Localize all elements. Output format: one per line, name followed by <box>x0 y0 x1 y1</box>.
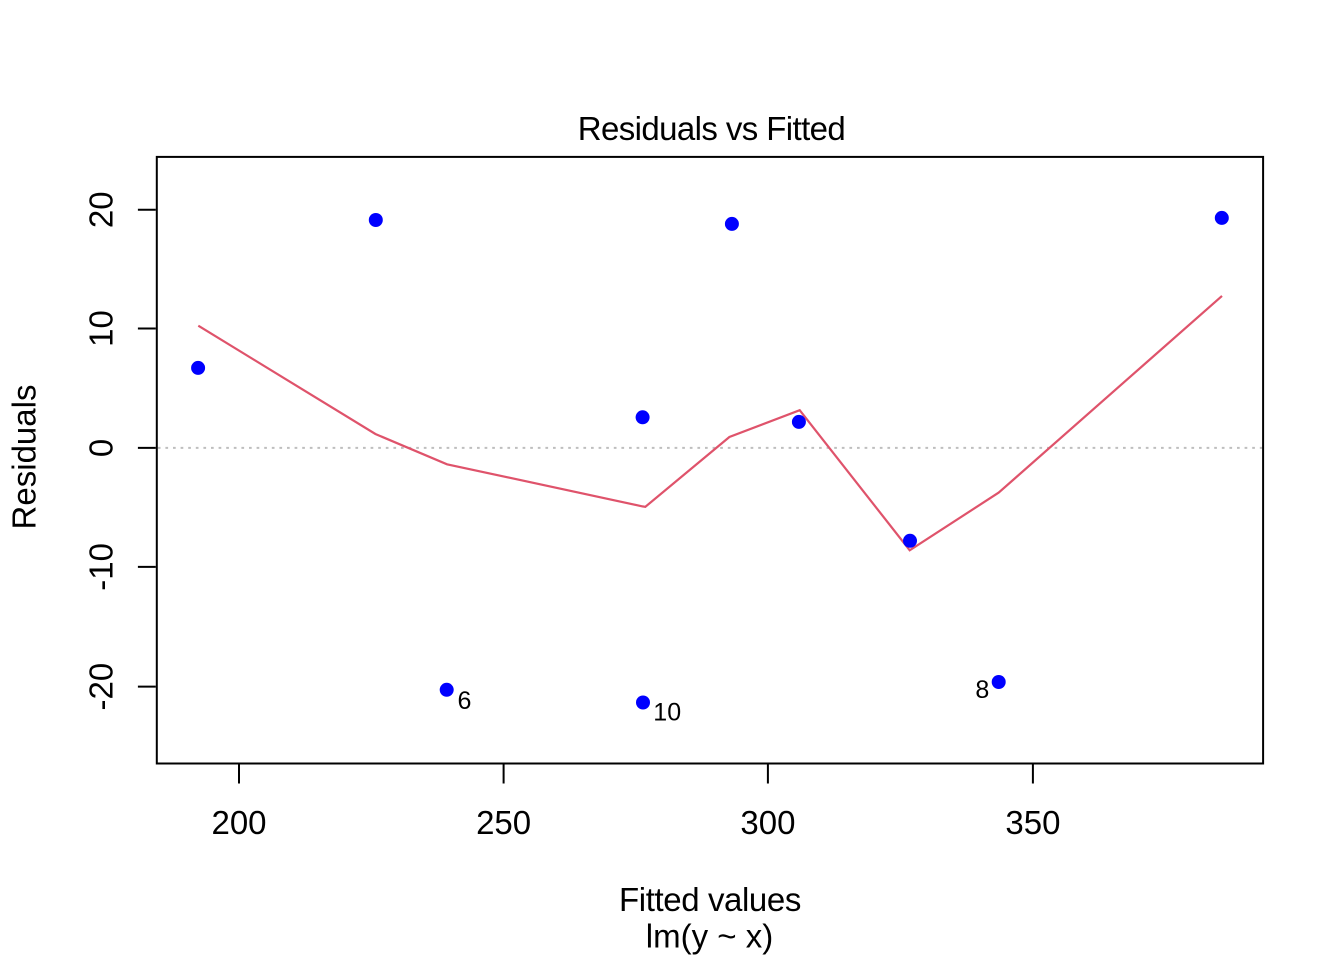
svg-text:6: 6 <box>458 687 472 715</box>
svg-text:Residuals vs Fitted: Residuals vs Fitted <box>578 110 845 147</box>
svg-text:-10: -10 <box>82 543 119 591</box>
svg-text:lm(y ~ x): lm(y ~ x) <box>646 917 773 954</box>
svg-text:Fitted values: Fitted values <box>619 881 801 918</box>
svg-text:10: 10 <box>82 310 119 347</box>
svg-text:Residuals: Residuals <box>6 385 43 530</box>
svg-text:-20: -20 <box>82 663 119 711</box>
svg-text:200: 200 <box>211 804 266 841</box>
svg-text:10: 10 <box>653 698 681 726</box>
svg-text:0: 0 <box>82 439 119 457</box>
svg-text:300: 300 <box>740 804 795 841</box>
svg-text:250: 250 <box>476 804 531 841</box>
svg-text:20: 20 <box>82 191 119 228</box>
svg-text:350: 350 <box>1005 804 1060 841</box>
svg-text:8: 8 <box>975 676 989 704</box>
